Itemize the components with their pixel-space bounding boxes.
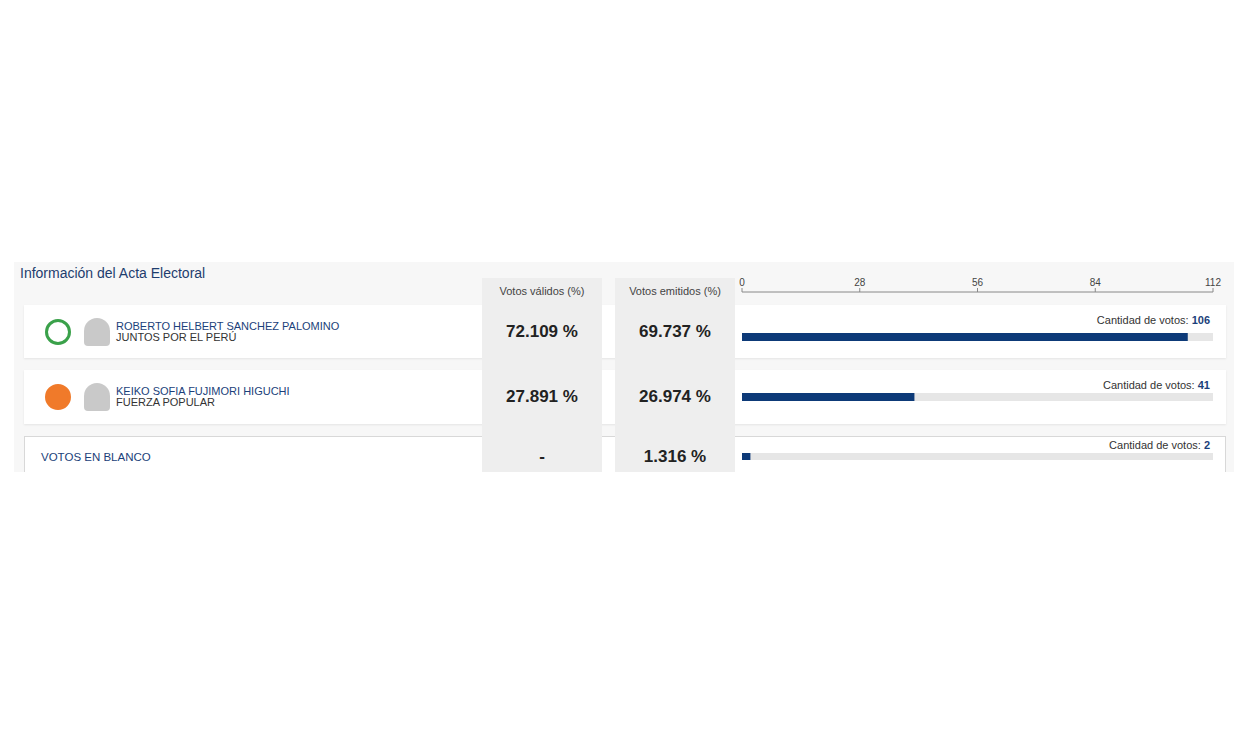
html-text:72.109 %: 72.109 % <box>506 321 578 341</box>
html-text:KEIKO SOFIA FUJIMORI HIGUCHI: KEIKO SOFIA FUJIMORI HIGUCHI <box>116 385 290 397</box>
html-text:Votos válidos (%): Votos válidos (%) <box>499 285 585 297</box>
svg-text:0: 0 <box>739 278 745 288</box>
html-text:27.891 %: 27.891 % <box>506 387 578 406</box>
html-text:JUNTOS POR EL PERÚ: JUNTOS POR EL PERÚ <box>116 330 237 343</box>
html-text:Cantidad de votos: 2: Cantidad de votos: 2 <box>1109 439 1210 451</box>
html-text:FUERZA POPULAR: FUERZA POPULAR <box>116 396 215 408</box>
html-text:26.974 %: 26.974 % <box>639 387 711 406</box>
svg-text:84: 84 <box>1090 278 1102 288</box>
html-text:Información del Acta Electoral: Información del Acta Electoral <box>20 265 206 281</box>
html-text:Cantidad de votos: 41: Cantidad de votos: 41 <box>1103 379 1210 391</box>
svg-text:112: 112 <box>1205 278 1221 288</box>
html-text:1.316 %: 1.316 % <box>643 447 707 466</box>
html-text:VOTOS EN BLANCO: VOTOS EN BLANCO <box>41 451 151 463</box>
svg-text:28: 28 <box>854 278 866 288</box>
html-text:Cantidad de votos: 106: Cantidad de votos: 106 <box>1096 314 1210 326</box>
svg-text:56: 56 <box>972 278 984 288</box>
html-text:Votos emitidos (%): Votos emitidos (%) <box>629 285 721 297</box>
html-text:ROBERTO HELBERT SANCHEZ PALOMI: ROBERTO HELBERT SANCHEZ PALOMINO <box>116 319 340 332</box>
html-text:69.737 %: 69.737 % <box>639 321 711 341</box>
